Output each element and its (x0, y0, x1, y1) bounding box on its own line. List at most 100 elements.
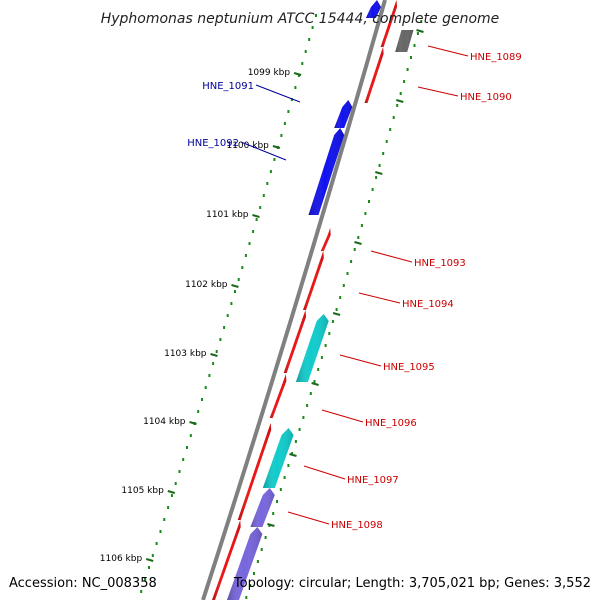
label-leader (321, 409, 364, 423)
gene-label[interactable]: HNE_1091 (202, 81, 254, 92)
ruler-dot-right (309, 392, 312, 395)
accession-text: Accession: NC_008358 (9, 576, 157, 591)
feature-cyan-1-shade (295, 314, 329, 382)
ruler-dot-left (269, 170, 272, 173)
ruler-dot-left (280, 134, 283, 137)
ruler-dot-right (317, 368, 320, 371)
ruler-dot-left (241, 266, 244, 269)
ruler-dot-left (215, 350, 218, 353)
ruler-dot-right (357, 236, 360, 239)
ruler-dot-right (389, 128, 392, 131)
ruler-dot-right (360, 224, 363, 227)
ruler-dot-left (182, 458, 185, 461)
ruler-dot-left (262, 194, 265, 197)
ruler-dot-left (174, 482, 177, 485)
ruler-tick-right (416, 29, 424, 33)
gene-label[interactable]: HNE_1095 (383, 362, 435, 373)
ruler-dot-right (335, 308, 338, 311)
ruler-dot-right (291, 452, 294, 455)
feature-cyan-2-shade (262, 428, 294, 488)
ruler-dot-left (311, 26, 314, 29)
ruler-dot-right (403, 80, 406, 83)
ruler-dot-right (350, 260, 353, 263)
ruler-dot-right (413, 44, 416, 47)
ruler-dot-left (294, 86, 297, 89)
ruler-dot-left (208, 374, 211, 377)
gene-label[interactable]: HNE_1092 (187, 138, 239, 149)
ruler-dot-right (331, 320, 334, 323)
ruler-tick-left (145, 558, 154, 562)
ruler-dot-left (308, 38, 311, 41)
ruler-dot-left (266, 182, 269, 185)
gene-label[interactable]: HNE_1098 (331, 520, 383, 531)
ruler-dot-left (197, 410, 200, 413)
ruler-dot-right (399, 92, 402, 95)
ruler-dot-right (396, 104, 399, 107)
ruler-dot-left (290, 98, 293, 101)
ruler-dot-right (306, 404, 309, 407)
ruler-dot-left (252, 230, 255, 233)
ruler-tick-right (332, 312, 341, 316)
gene-label-leaders (240, 45, 469, 525)
ruler-dot-right (392, 116, 395, 119)
ruler-dot-right (339, 296, 342, 299)
ruler-dot-right (364, 212, 367, 215)
gene-label[interactable]: HNE_1089 (470, 52, 522, 63)
ruler-dot-right (353, 248, 356, 251)
tick-label: 1106 kbp (100, 554, 143, 564)
gene-labels: HNE_1089 HNE_1090 HNE_1091 HNE_1092 HNE_1093… (187, 52, 522, 531)
ruler-tick-right (396, 99, 404, 103)
ruler-dot-left (163, 518, 166, 521)
ruler-tick-left (272, 145, 281, 149)
feature-red-4-shade (283, 310, 306, 373)
feature-red-3-shade (303, 251, 324, 310)
ruler-dot-left (297, 74, 300, 77)
ruler-dot-left (315, 14, 317, 17)
ruler-dot-right (328, 332, 331, 335)
ruler-dot-right (382, 152, 385, 155)
gene-features (212, 0, 414, 600)
ruler-dot-left (148, 566, 150, 569)
ruler-dot-left (204, 386, 207, 389)
ruler-dot-right (279, 488, 282, 491)
ruler-dot-left (167, 506, 170, 509)
ruler-dot-right (342, 284, 345, 287)
gene-label[interactable]: HNE_1090 (460, 92, 512, 103)
ruler-dot-right (276, 500, 278, 503)
ruler-dot-left (140, 590, 143, 593)
label-leader (427, 45, 469, 57)
ruler-dot-left (244, 254, 247, 257)
ruler-dot-right (287, 464, 290, 467)
gene-label[interactable]: HNE_1093 (414, 258, 466, 269)
label-leader (417, 86, 459, 97)
ruler-dot-left (237, 278, 240, 281)
ruler-dot-right (283, 476, 286, 479)
ruler-dot-left (273, 158, 276, 161)
ruler-dot-right (378, 164, 381, 167)
gene-label[interactable]: HNE_1097 (347, 475, 399, 486)
feature-blue-2-shade (308, 128, 345, 215)
ruler-dot-left (283, 122, 286, 125)
label-leader (240, 141, 287, 161)
ruler-dot-left (159, 530, 162, 533)
ruler-dot-left (201, 398, 203, 401)
ruler-dot-left (301, 62, 304, 65)
ruler-dot-left (223, 326, 226, 329)
ruler-tick-right (267, 523, 275, 527)
tick-label: 1104 kbp (143, 417, 186, 427)
ruler-dot-right (346, 272, 349, 275)
ruler-dot-right (253, 572, 255, 575)
ruler-dot-right (320, 356, 323, 359)
ruler-ticks: 1099 kbp 1100 kbp 1101 kbp 1102 kbp 1103 kbp… (100, 68, 302, 564)
tick-label: 1105 kbp (121, 486, 164, 496)
gene-label[interactable]: HNE_1096 (365, 418, 417, 429)
feature-gray-shade (395, 30, 414, 52)
ruler-dot-right (260, 548, 263, 551)
ruler-dot-right (245, 596, 248, 599)
gene-label[interactable]: HNE_1094 (402, 299, 454, 310)
ruler-tick-right (375, 171, 383, 175)
ruler-dot-left (178, 470, 181, 473)
tick-label: 1101 kbp (206, 210, 249, 220)
ruler-dot-left (212, 362, 215, 365)
